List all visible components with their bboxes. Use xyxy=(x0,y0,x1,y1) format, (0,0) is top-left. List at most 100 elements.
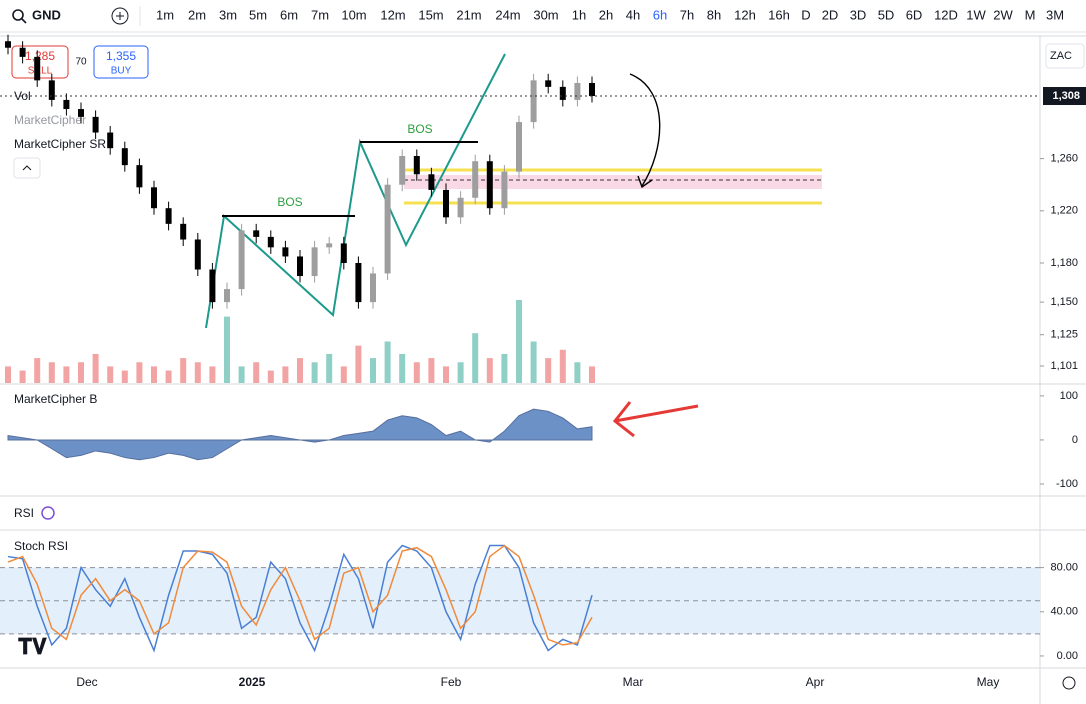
interval-button[interactable]: 7m xyxy=(311,7,329,22)
sell-price: 1,285 xyxy=(25,49,55,63)
interval-button[interactable]: 12h xyxy=(734,7,756,22)
volume-bar xyxy=(545,358,552,383)
candle-body xyxy=(501,171,508,209)
interval-button[interactable]: 3D xyxy=(850,7,867,22)
interval-button[interactable]: 8h xyxy=(707,7,721,22)
interval-button[interactable]: 1W xyxy=(966,7,986,22)
volume-bar xyxy=(5,366,11,383)
search-icon[interactable] xyxy=(12,9,24,21)
interval-button[interactable]: 7h xyxy=(680,7,694,22)
interval-button[interactable]: 10m xyxy=(341,7,366,22)
y-tick-label: 1,101 xyxy=(1050,360,1078,372)
bos-label: BOS xyxy=(277,195,302,209)
interval-button[interactable]: D xyxy=(801,7,810,22)
candle-body xyxy=(355,262,362,303)
wave-area xyxy=(7,408,593,461)
volume-bar xyxy=(574,362,581,383)
interval-button[interactable]: 4h xyxy=(626,7,640,22)
bos-label: BOS xyxy=(407,122,432,136)
volume-bar xyxy=(486,358,493,383)
interval-button[interactable]: M xyxy=(1025,7,1036,22)
volume-bar xyxy=(194,362,201,383)
candle-body xyxy=(589,82,595,97)
interval-button[interactable]: 1h xyxy=(572,7,586,22)
volume-bar xyxy=(457,362,464,383)
candle-body xyxy=(165,208,172,224)
buy-label: BUY xyxy=(111,66,132,77)
red-arrow xyxy=(612,401,699,438)
volume-bar xyxy=(413,362,420,383)
candle-body xyxy=(253,230,260,237)
y-tick-label: 1,220 xyxy=(1050,205,1078,217)
candle-body xyxy=(311,247,318,277)
legend-stoch: Stoch RSI xyxy=(14,539,68,553)
candle-body xyxy=(413,156,420,175)
y-tick-label: 80.00 xyxy=(1050,562,1078,574)
candle-body xyxy=(151,187,157,209)
interval-button[interactable]: 15m xyxy=(418,7,443,22)
interval-button[interactable]: 12m xyxy=(380,7,405,22)
interval-button[interactable]: 2D xyxy=(822,7,839,22)
currency-button[interactable] xyxy=(1045,43,1085,69)
candle-body xyxy=(121,148,128,166)
interval-button[interactable]: 1m xyxy=(156,7,174,22)
volume-bar xyxy=(384,341,391,383)
interval-button[interactable]: 6D xyxy=(906,7,923,22)
candle-body xyxy=(428,174,435,190)
interval-button[interactable]: 2m xyxy=(188,7,206,22)
rsi-icon[interactable] xyxy=(41,506,55,520)
interval-button[interactable]: 30m xyxy=(533,7,558,22)
interval-button[interactable]: 2W xyxy=(993,7,1013,22)
search-icon xyxy=(21,18,27,24)
interval-button[interactable]: 3m xyxy=(219,7,237,22)
candle-body xyxy=(92,116,99,133)
candle-body xyxy=(443,189,449,218)
volume-bar xyxy=(355,345,362,383)
volume-bar xyxy=(121,370,128,383)
x-tick-label: May xyxy=(977,675,1000,689)
add-symbol[interactable] xyxy=(111,7,129,25)
volume-bar xyxy=(107,366,114,383)
volume-bar xyxy=(253,362,260,383)
legend-rsi: RSI xyxy=(14,506,34,520)
collapse-button[interactable] xyxy=(13,157,41,179)
y-tick-label: 1,150 xyxy=(1050,296,1078,308)
candle-body xyxy=(384,184,391,274)
settings-icon[interactable] xyxy=(1062,676,1076,690)
toolbar xyxy=(0,0,1086,32)
interval-button[interactable]: 12D xyxy=(934,7,958,22)
interval-button[interactable]: 16h xyxy=(768,7,790,22)
volume-bar xyxy=(151,366,157,383)
interval-button[interactable]: 21m xyxy=(456,7,481,22)
last-price-box xyxy=(1043,87,1086,106)
x-tick-label: Dec xyxy=(76,675,97,689)
candle-body xyxy=(457,197,464,218)
candle-body xyxy=(370,273,376,303)
interval-button[interactable]: 5D xyxy=(878,7,895,22)
interval-button[interactable]: 3M xyxy=(1046,7,1064,22)
interval-button[interactable]: 24m xyxy=(495,7,520,22)
volume-bar xyxy=(19,370,26,383)
x-tick-label: Feb xyxy=(441,675,462,689)
candle-body xyxy=(340,243,347,263)
volume-bar xyxy=(311,362,318,383)
add-symbol xyxy=(116,12,124,20)
zigzag xyxy=(205,53,506,329)
buy-button[interactable] xyxy=(93,45,149,79)
interval-button[interactable]: 6m xyxy=(280,7,298,22)
candle-body xyxy=(574,82,581,100)
legend-mcsr: MarketCipher SR xyxy=(14,137,106,151)
volume-bar xyxy=(136,362,143,383)
interval-button[interactable]: 5m xyxy=(249,7,267,22)
x-tick-label: 2025 xyxy=(239,675,266,689)
interval-button[interactable]: 6h xyxy=(653,7,667,22)
volume-bar xyxy=(399,353,406,383)
candle-body xyxy=(34,56,41,81)
symbol[interactable]: GND xyxy=(32,7,61,22)
candle-body xyxy=(545,80,552,87)
interval-button[interactable]: 2h xyxy=(599,7,613,22)
volume-bar xyxy=(501,353,508,383)
candle-body xyxy=(472,161,479,198)
